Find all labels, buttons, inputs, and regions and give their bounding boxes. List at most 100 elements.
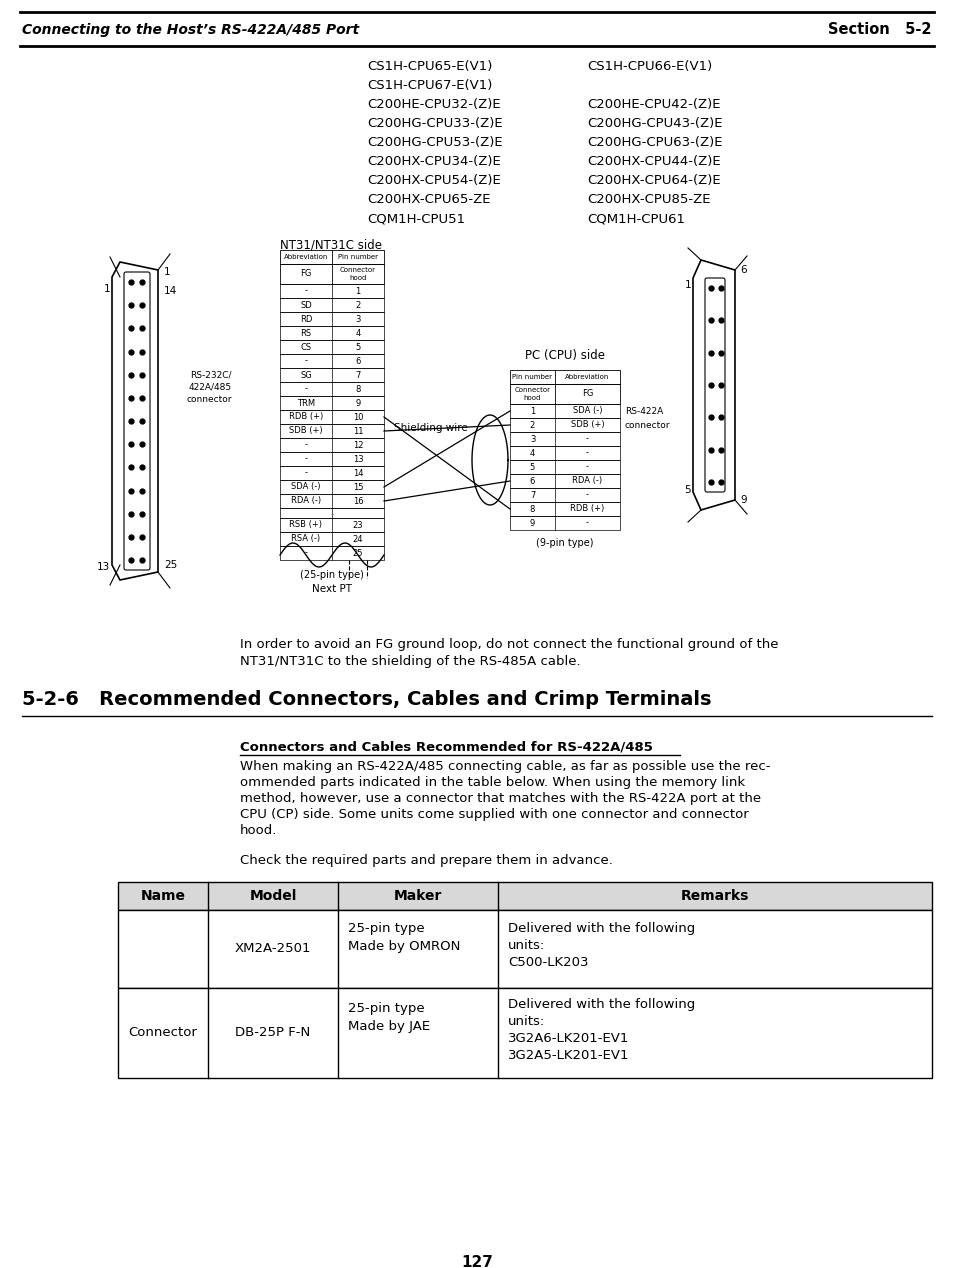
Text: 9: 9: [355, 398, 360, 407]
Bar: [280, 437, 384, 451]
Text: hood.: hood.: [240, 824, 277, 837]
Bar: [280, 250, 384, 264]
Bar: [510, 516, 619, 530]
Bar: [118, 910, 931, 988]
Bar: [280, 396, 384, 410]
Text: CQM1H-CPU51: CQM1H-CPU51: [367, 212, 465, 224]
Text: RDA (-): RDA (-): [572, 477, 602, 486]
Text: 15: 15: [353, 483, 363, 492]
Text: Connecting to the Host’s RS-422A/485 Port: Connecting to the Host’s RS-422A/485 Por…: [22, 23, 358, 37]
Text: RS-232C/: RS-232C/: [191, 370, 232, 379]
Text: ommended parts indicated in the table below. When using the memory link: ommended parts indicated in the table be…: [240, 776, 744, 789]
Text: NT31/NT31C side: NT31/NT31C side: [280, 238, 381, 251]
Text: Pin number: Pin number: [337, 254, 377, 260]
Bar: [510, 502, 619, 516]
Text: Made by JAE: Made by JAE: [348, 1019, 430, 1033]
Text: CS1H-CPU66-E(V1): CS1H-CPU66-E(V1): [586, 60, 712, 74]
Text: Made by OMRON: Made by OMRON: [348, 940, 460, 954]
Text: -: -: [304, 287, 307, 295]
Text: FG: FG: [581, 389, 593, 398]
Text: 4: 4: [355, 328, 360, 337]
Text: -: -: [585, 491, 588, 500]
Text: units:: units:: [507, 1014, 545, 1028]
Text: 14: 14: [353, 468, 363, 478]
Text: -: -: [304, 384, 307, 393]
Text: SD: SD: [300, 301, 312, 309]
Text: connector: connector: [186, 394, 232, 403]
Bar: [280, 284, 384, 298]
Text: 13: 13: [96, 562, 110, 572]
Text: C200HG-CPU43-(Z)E: C200HG-CPU43-(Z)E: [586, 117, 721, 131]
Text: NT31/NT31C to the shielding of the RS-485A cable.: NT31/NT31C to the shielding of the RS-48…: [240, 656, 580, 668]
Text: 25-pin type: 25-pin type: [348, 1002, 424, 1014]
Text: C200HX-CPU65-ZE: C200HX-CPU65-ZE: [367, 193, 490, 205]
Text: 8: 8: [355, 384, 360, 393]
Text: 127: 127: [460, 1255, 493, 1268]
Bar: [280, 340, 384, 354]
Text: CPU (CP) side. Some units come supplied with one connector and connector: CPU (CP) side. Some units come supplied …: [240, 808, 748, 820]
Bar: [280, 264, 384, 284]
Text: RDA (-): RDA (-): [291, 497, 321, 506]
Text: C200HX-CPU64-(Z)E: C200HX-CPU64-(Z)E: [586, 174, 720, 186]
Text: 25: 25: [353, 549, 363, 558]
Text: RDB (+): RDB (+): [289, 412, 323, 421]
Text: C200HG-CPU63-(Z)E: C200HG-CPU63-(Z)E: [586, 136, 721, 150]
Bar: [280, 451, 384, 467]
Bar: [510, 384, 619, 404]
Text: Delivered with the following: Delivered with the following: [507, 922, 695, 935]
Bar: [280, 481, 384, 495]
Text: 1: 1: [529, 407, 535, 416]
Text: TRM: TRM: [296, 398, 314, 407]
Bar: [280, 382, 384, 396]
Text: CS1H-CPU67-E(V1): CS1H-CPU67-E(V1): [367, 79, 492, 93]
Text: 5: 5: [529, 463, 535, 472]
Text: Delivered with the following: Delivered with the following: [507, 998, 695, 1011]
Text: RS-422A: RS-422A: [624, 407, 662, 416]
Text: -: -: [304, 440, 307, 449]
Text: 6: 6: [355, 356, 360, 365]
Text: 1: 1: [164, 268, 171, 276]
Text: XM2A-2501: XM2A-2501: [234, 942, 311, 956]
Bar: [510, 404, 619, 418]
Text: connector: connector: [624, 421, 670, 430]
Text: Check the required parts and prepare them in advance.: Check the required parts and prepare the…: [240, 855, 612, 867]
Text: -: -: [585, 519, 588, 527]
Text: 5: 5: [355, 342, 360, 351]
Text: RD: RD: [299, 314, 312, 323]
Bar: [118, 883, 931, 910]
Text: CS: CS: [300, 342, 312, 351]
Text: 7: 7: [355, 370, 360, 379]
Text: -: -: [585, 463, 588, 472]
Text: RSA (-): RSA (-): [291, 535, 320, 544]
Bar: [280, 424, 384, 437]
Text: -: -: [304, 549, 307, 558]
Text: C200HX-CPU44-(Z)E: C200HX-CPU44-(Z)E: [586, 155, 720, 167]
Text: (25-pin type): (25-pin type): [300, 571, 363, 579]
Text: 9: 9: [740, 495, 746, 505]
Text: Name: Name: [140, 889, 185, 903]
Text: 3: 3: [355, 314, 360, 323]
Bar: [280, 312, 384, 326]
Text: -: -: [304, 468, 307, 478]
Text: SDB (+): SDB (+): [289, 426, 322, 435]
Text: units:: units:: [507, 940, 545, 952]
Text: -: -: [330, 508, 334, 519]
Text: RDB (+): RDB (+): [570, 505, 604, 514]
Text: 422A/485: 422A/485: [189, 383, 232, 392]
Text: 3G2A5-LK201-EV1: 3G2A5-LK201-EV1: [507, 1049, 629, 1063]
Text: 6: 6: [529, 477, 535, 486]
Text: Pin number: Pin number: [512, 374, 552, 380]
Text: 2: 2: [355, 301, 360, 309]
Text: 25: 25: [164, 560, 177, 571]
Text: Remarks: Remarks: [680, 889, 748, 903]
Text: C200HG-CPU53-(Z)E: C200HG-CPU53-(Z)E: [367, 136, 502, 150]
Text: 10: 10: [353, 412, 363, 421]
Text: -: -: [585, 449, 588, 458]
Text: SDA (-): SDA (-): [291, 483, 320, 492]
Bar: [510, 446, 619, 460]
Text: 14: 14: [164, 287, 177, 295]
Text: (9-pin type): (9-pin type): [536, 538, 593, 548]
Text: SDB (+): SDB (+): [570, 421, 603, 430]
Bar: [280, 547, 384, 560]
Text: 3G2A6-LK201-EV1: 3G2A6-LK201-EV1: [507, 1032, 629, 1045]
